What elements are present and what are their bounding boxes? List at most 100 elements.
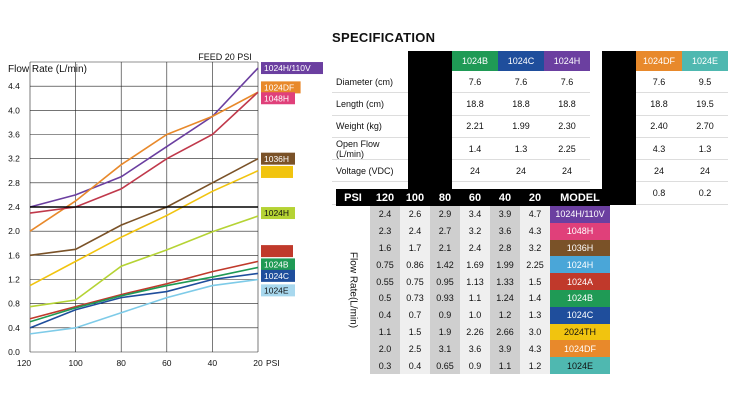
spec-row: Weight (kg) 2.21 1.99 2.30 2.40 2.70 [332,115,728,138]
flow-model-cell: 2024TH [550,323,610,341]
flow-cell: 2.0 [370,340,400,358]
spec-cell: 18.8 [498,93,544,116]
spec-cell: 24 [636,160,682,183]
flow-cell: 1.7 [400,239,430,257]
flow-header: 40 [490,189,520,206]
flow-cell: 3.2 [460,222,490,240]
x-tick-label: 120 [17,358,31,368]
x-tick-label: 80 [116,358,126,368]
flow-cell: 1.42 [430,256,460,274]
spec-cell: 1.3 [498,138,544,161]
flow-cell: 4.3 [520,222,550,240]
spec-cell: 1.4 [452,138,498,161]
x-tick-label: 40 [208,358,218,368]
flow-cell: 2.3 [370,222,400,240]
flow-cell: 3.9 [490,340,520,358]
flow-cell: 3.2 [520,239,550,257]
spec-cell: 4.3 [636,138,682,161]
flow-row: 2.0 2.5 3.1 3.6 3.9 4.3 1024DF [336,340,610,358]
flow-cell: 1.99 [490,256,520,274]
flow-cell: 0.4 [370,306,400,324]
flow-cell: 0.3 [370,357,400,374]
flow-cell: 1.69 [460,256,490,274]
spec-cell: 2.70 [682,116,728,138]
series-tag [261,165,293,178]
flow-cell: 2.26 [460,323,490,341]
flow-cell: 3.6 [460,340,490,358]
flow-cell: 1.2 [520,357,550,374]
flow-header: 80 [430,189,460,206]
series-tag [261,258,295,271]
flow-cell: 0.73 [400,289,430,307]
series-tag-label: 1024C [264,271,289,281]
flow-header: MODEL [550,189,610,206]
spec-row-label: Voltage (VDC) [332,160,408,183]
flow-cell: 1.6 [370,239,400,257]
spec-cell: 9.5 [682,71,728,94]
series-tag-label: 1048H [264,93,289,103]
flow-cell: 2.25 [520,256,550,274]
spec-cell: 7.6 [452,71,498,94]
flow-cell: 1.1 [490,357,520,374]
flow-cell: 0.65 [430,357,460,374]
series-tag [261,152,295,165]
x-axis-label: PSI [266,358,280,368]
flow-cell: 1.33 [490,273,520,290]
flow-cell: 0.55 [370,273,400,290]
flow-row: 0.3 0.4 0.65 0.9 1.1 1.2 1024E [336,357,610,374]
spec-model-header: 1024E [682,51,728,71]
flow-cell: 0.93 [430,289,460,307]
flow-cell: 1.0 [460,306,490,324]
y-tick-label: 1.6 [8,250,20,260]
flow-cell: 0.75 [400,273,430,290]
flow-cell: 3.4 [460,206,490,223]
series-line [29,91,259,232]
flow-model-cell: 1024A [550,273,610,290]
spec-cell: 0.8 [636,182,682,205]
flow-cell: 1.1 [370,323,400,341]
flow-row: 0.5 0.73 0.93 1.1 1.24 1.4 1024B [336,289,610,307]
y-tick-label: 2.8 [8,178,20,188]
spec-cell: 2.21 [452,116,498,138]
flow-model-cell: 1024H/110V [550,206,610,223]
flow-cell: 1.3 [520,306,550,324]
series-tag [261,284,295,297]
series-line [29,272,259,329]
spec-cell: 18.8 [452,93,498,116]
flow-row: 2.3 2.4 2.7 3.2 3.6 4.3 1048H [336,222,610,240]
flow-cell: 1.4 [520,289,550,307]
flow-header: PSI [336,189,370,206]
y-tick-label: 0.0 [8,347,20,357]
flow-cell: 1.2 [490,306,520,324]
series-tag-label: 1024B [264,260,289,270]
series-tag [261,245,293,258]
series-tag [261,62,323,75]
flow-cell: 3.9 [490,206,520,223]
spec-black-band [408,51,452,71]
series-tag [261,269,295,282]
series-line [29,170,259,287]
flow-cell: 1.1 [460,289,490,307]
spec-model-header: 1024B [452,51,498,71]
spec-cell: 19.5 [682,93,728,116]
y-tick-label: 0.4 [8,323,20,333]
spec-cell: 24 [544,160,590,183]
flow-cell: 2.4 [400,222,430,240]
flow-model-cell: 1024C [550,306,610,324]
flow-cell: 2.7 [430,222,460,240]
flow-cell: 0.5 [370,289,400,307]
flow-cell: 3.1 [430,340,460,358]
spec-cell: 24 [498,160,544,183]
series-line [29,67,259,208]
x-tick-label: 60 [162,358,172,368]
series-tag-label: 1024E [264,286,289,296]
flow-rate-chart: 0.0 0.4 0.8 1.2 1.6 2.0 2.4 2.8 3.2 3.6 4.0 4.4 120 1… [8,52,323,368]
spec-cell: 1.3 [682,138,728,161]
flow-cell: 2.6 [400,206,430,223]
flow-cell: 1.13 [460,273,490,290]
spec-cell: 0.2 [682,182,728,205]
flow-cell: 2.4 [370,206,400,223]
spec-cell: 2.30 [544,116,590,138]
spec-cell: 7.6 [544,71,590,94]
series-tag-label: 1024H [264,208,289,218]
